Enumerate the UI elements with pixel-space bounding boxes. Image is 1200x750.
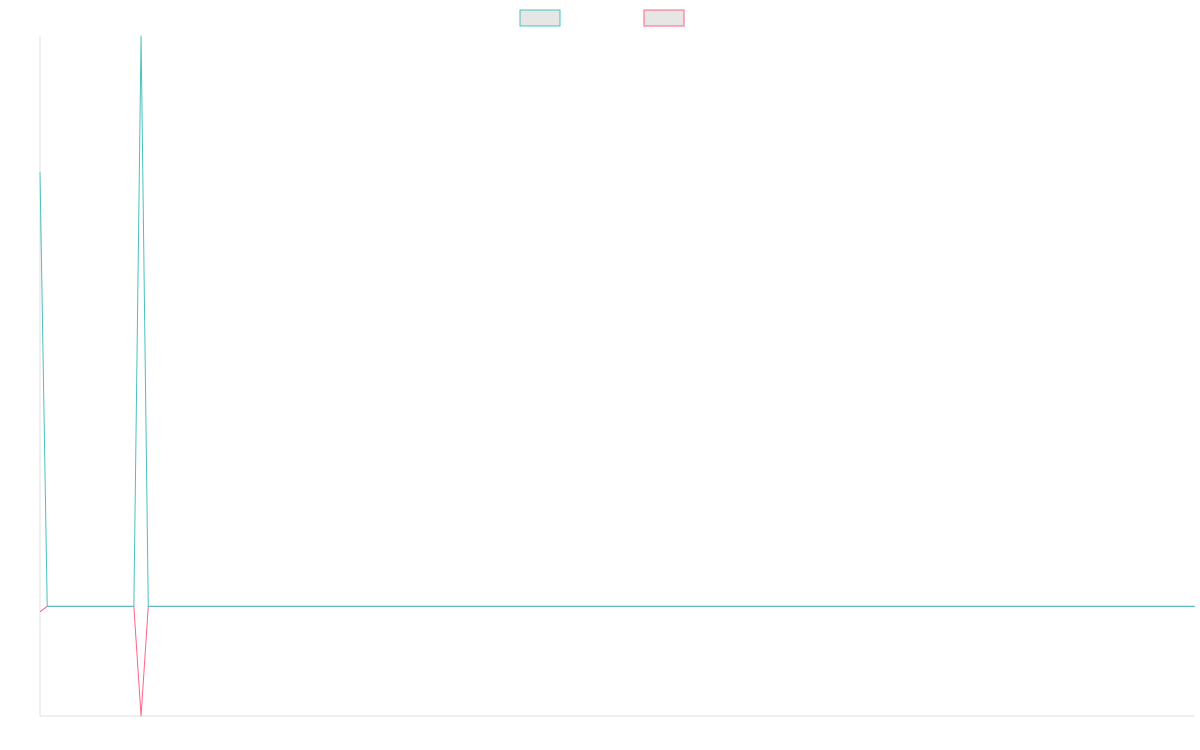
legend-item-2[interactable]: [643, 9, 685, 27]
legend-swatch-1[interactable]: [519, 9, 561, 27]
series-line-1: [39, 35, 1195, 607]
series-line-2: [39, 605, 1195, 717]
chart-axes: [39, 36, 1195, 717]
legend-item-1[interactable]: [519, 9, 561, 27]
legend-swatch-2[interactable]: [643, 9, 685, 27]
chart-legend: [519, 9, 685, 27]
chart-series: [39, 35, 1195, 717]
